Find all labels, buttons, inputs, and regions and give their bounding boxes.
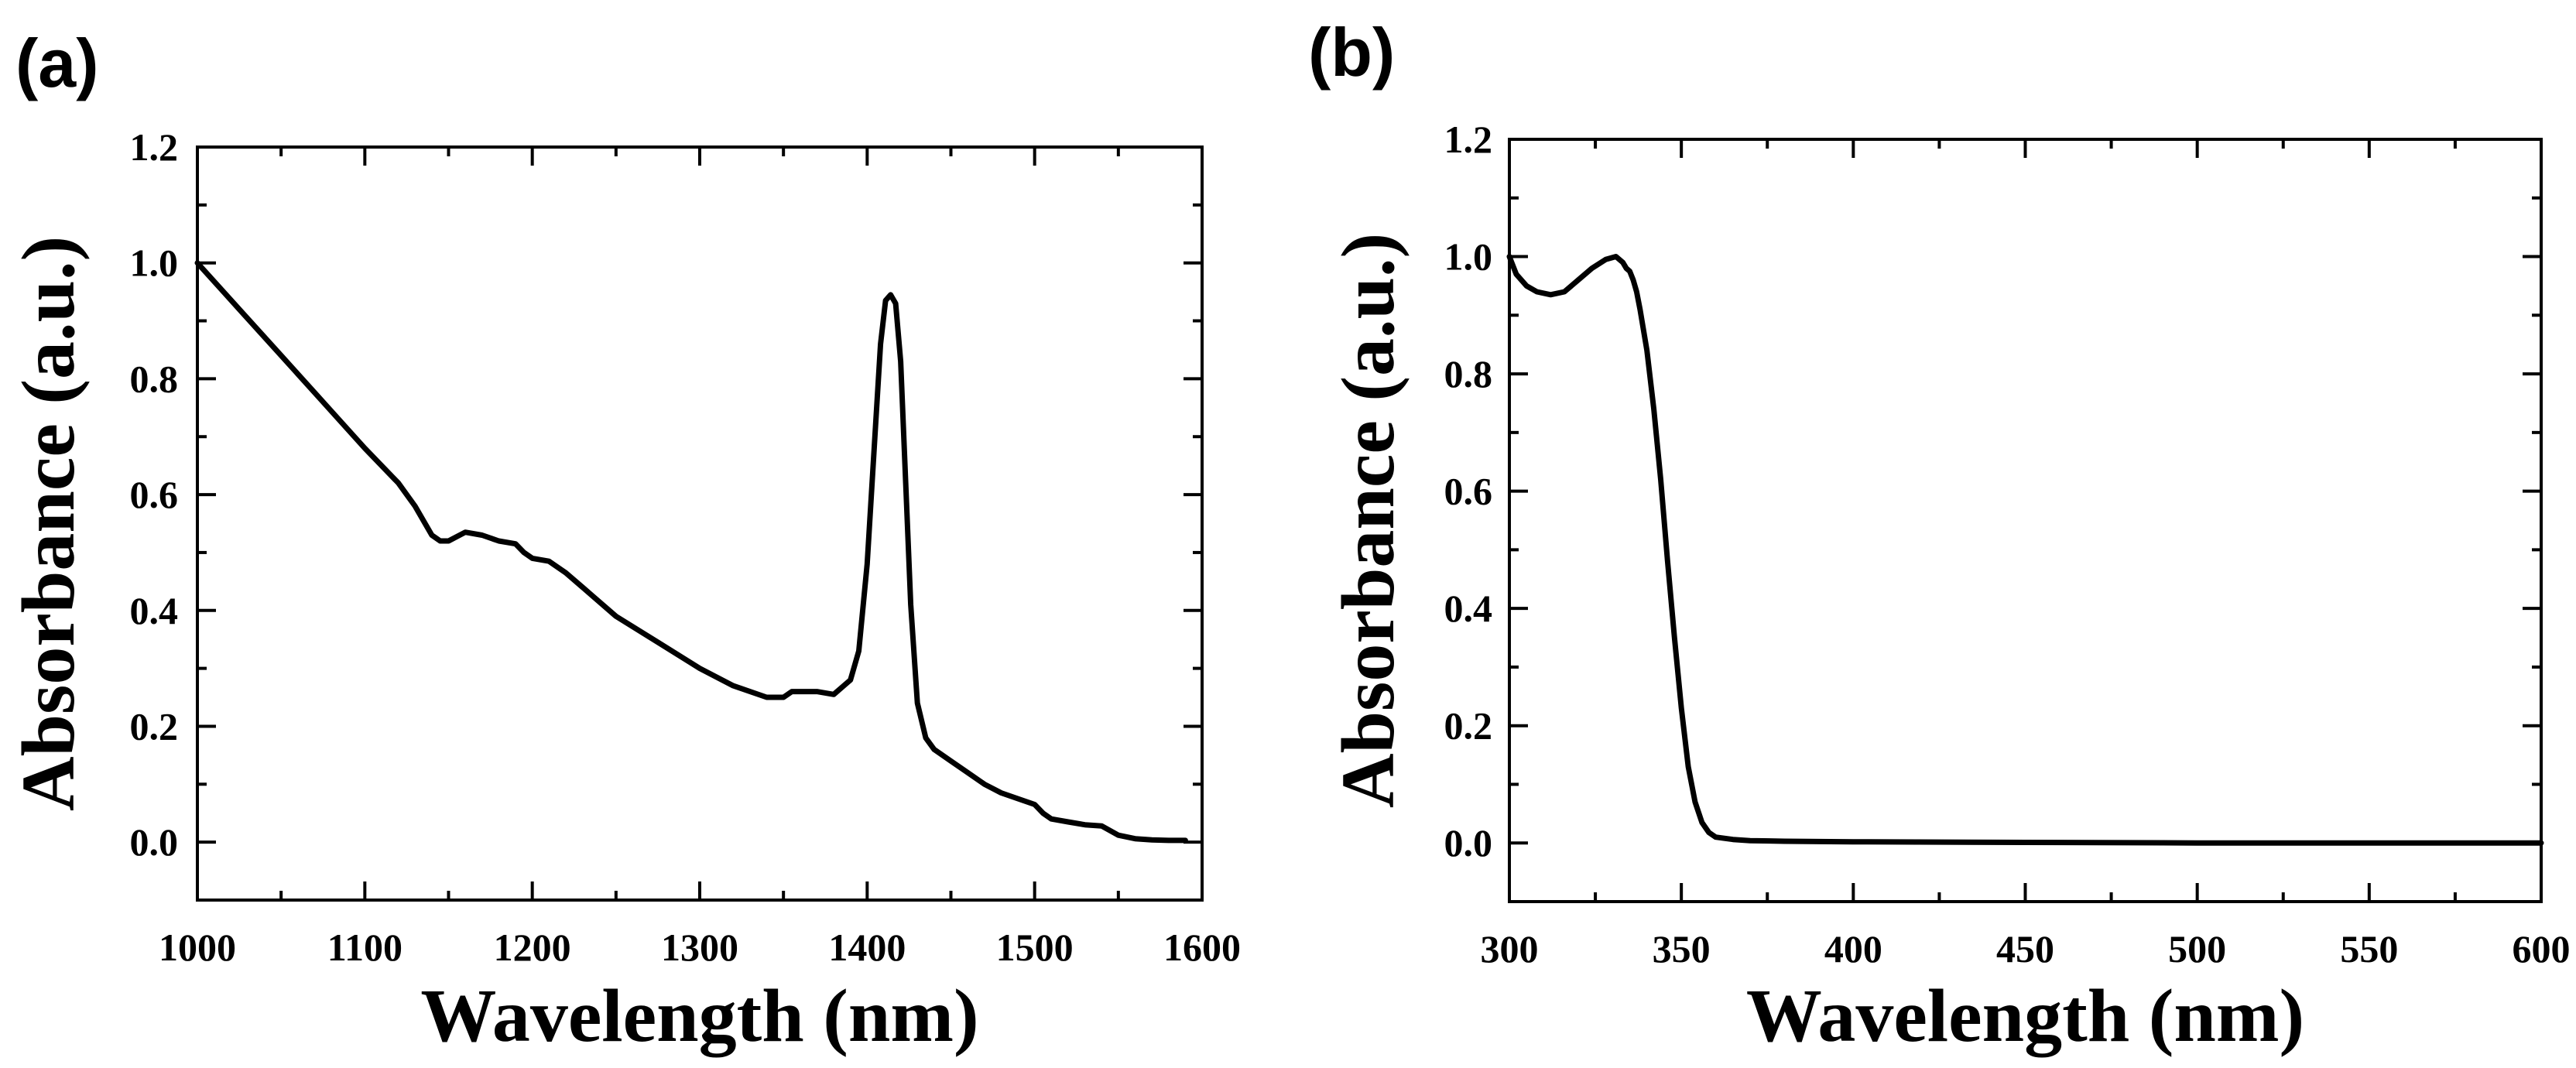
y-tick-label: 0.4: [1444, 587, 1493, 630]
plot-frame: [196, 145, 1204, 902]
panel-a: (a) 1000 1100 1200 1300 1400 1500 1600 0.0 0.2 0.4…: [7, 25, 1241, 1058]
x-tick-label: 1000: [159, 926, 236, 969]
x-tick-label: 1200: [494, 926, 571, 969]
x-tick-label: 400: [1824, 927, 1882, 970]
y-tick-label: 0.8: [1444, 352, 1493, 395]
x-axis-title: Wavelength (nm): [420, 974, 978, 1058]
x-tick-label: 500: [2168, 927, 2226, 970]
x-tick-label: 450: [1996, 927, 2054, 970]
x-tick-label: 1500: [996, 926, 1074, 969]
y-tick-label: 0.0: [1444, 821, 1493, 864]
y-tick-label: 0.2: [130, 704, 179, 748]
x-tick-label: 1400: [828, 926, 906, 969]
y-tick-label: 0.6: [1444, 470, 1493, 513]
x-tick-label: 550: [2340, 927, 2398, 970]
y-tick-label: 0.2: [1444, 704, 1493, 748]
series-line-absorbance: [194, 260, 1188, 844]
x-tick-label: 1600: [1163, 926, 1241, 969]
x-tick-label: 1300: [661, 926, 738, 969]
x-tick-label: 350: [1653, 927, 1711, 970]
x-axis-title: Wavelength (nm): [1746, 974, 2304, 1058]
y-tick-label: 0.4: [130, 589, 179, 632]
y-tick-label: 0.6: [130, 473, 179, 516]
y-tick-label: 1.2: [130, 125, 179, 169]
x-tick-label: 300: [1481, 927, 1539, 970]
y-tick-label: 1.0: [1444, 235, 1493, 279]
y-tick-label: 1.0: [130, 241, 179, 285]
x-tick-label: 1100: [327, 926, 402, 969]
x-tick-label: 600: [2513, 927, 2571, 970]
y-tick-label: 0.0: [130, 820, 179, 864]
series-line-absorbance: [1506, 254, 2544, 846]
panel-label: (b): [1308, 14, 1395, 91]
y-tick-label: 0.8: [130, 357, 179, 400]
panel-b: (b) 300 350 400 450 500 550 600 0.0 0.2 0.4 0.6 0.8 1…: [1308, 14, 2571, 1058]
y-tick-label: 1.2: [1444, 118, 1493, 161]
y-axis-title: Absorbance (a.u.): [1327, 233, 1410, 808]
y-axis-title: Absorbance (a.u.): [7, 236, 91, 811]
panel-label: (a): [15, 25, 99, 101]
